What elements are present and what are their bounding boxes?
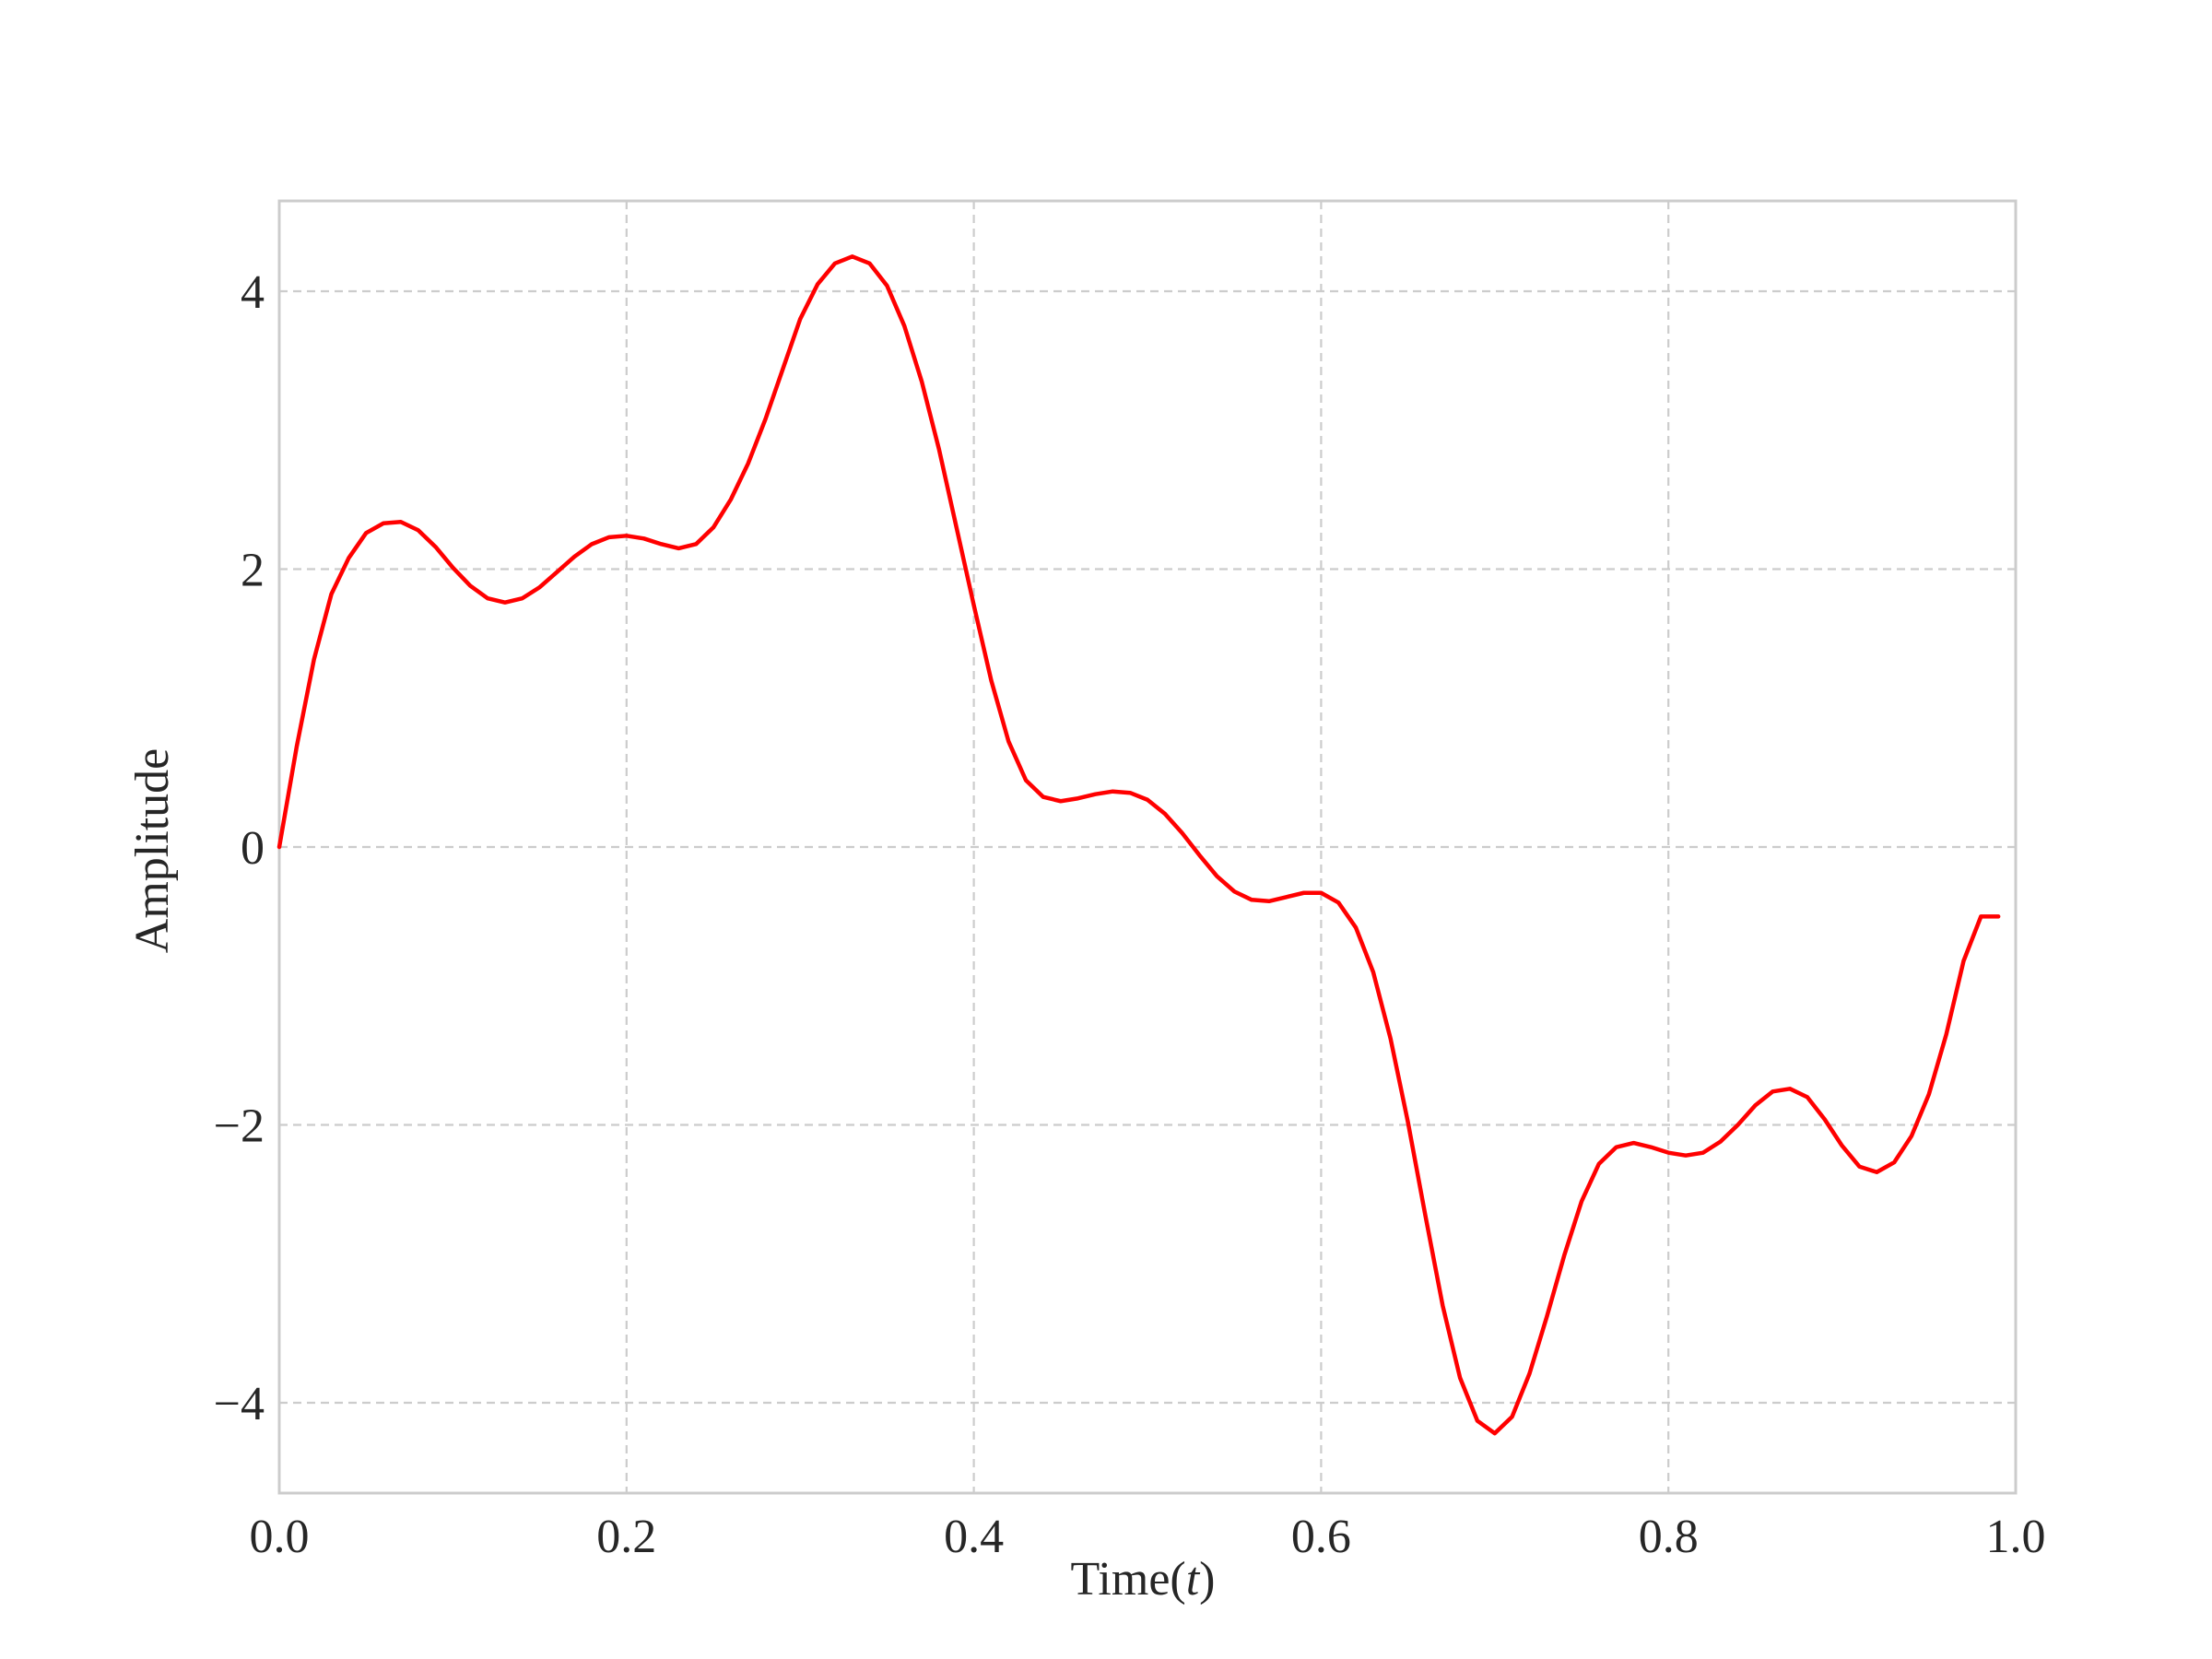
x-tick-label-1: 0.2 <box>596 1511 656 1563</box>
x-tick-labels: 0.0 0.2 0.4 0.6 0.8 1.0 <box>250 1511 2046 1563</box>
y-tick-label-1: −2 <box>214 1100 265 1153</box>
x-axis-label-text: Time( <box>1070 1553 1185 1606</box>
x-axis-label: Time(t) <box>1070 1553 1215 1606</box>
y-tick-labels: −4 −2 0 2 4 <box>214 266 265 1430</box>
x-tick-label-2: 0.4 <box>944 1511 1004 1563</box>
x-tick-label-3: 0.6 <box>1291 1511 1351 1563</box>
grid-lines <box>277 201 2018 1493</box>
y-tick-label-2: 0 <box>241 822 265 875</box>
series-line-0 <box>276 254 2001 1436</box>
y-tick-label-3: 2 <box>241 544 265 596</box>
x-axis-label-variable: t <box>1186 1553 1201 1606</box>
y-tick-label-4: 4 <box>241 266 265 319</box>
x-axis-label-close: ) <box>1199 1553 1215 1606</box>
series-layer <box>276 254 2001 1436</box>
plot-frame <box>277 199 2018 1495</box>
x-tick-label-5: 1.0 <box>1986 1511 2046 1563</box>
axes-frame <box>277 199 2018 1495</box>
x-tick-label-0: 0.0 <box>250 1511 310 1563</box>
y-tick-label-0: −4 <box>214 1378 265 1430</box>
y-axis-label: Amplitude <box>126 748 179 953</box>
x-tick-label-4: 0.8 <box>1639 1511 1699 1563</box>
